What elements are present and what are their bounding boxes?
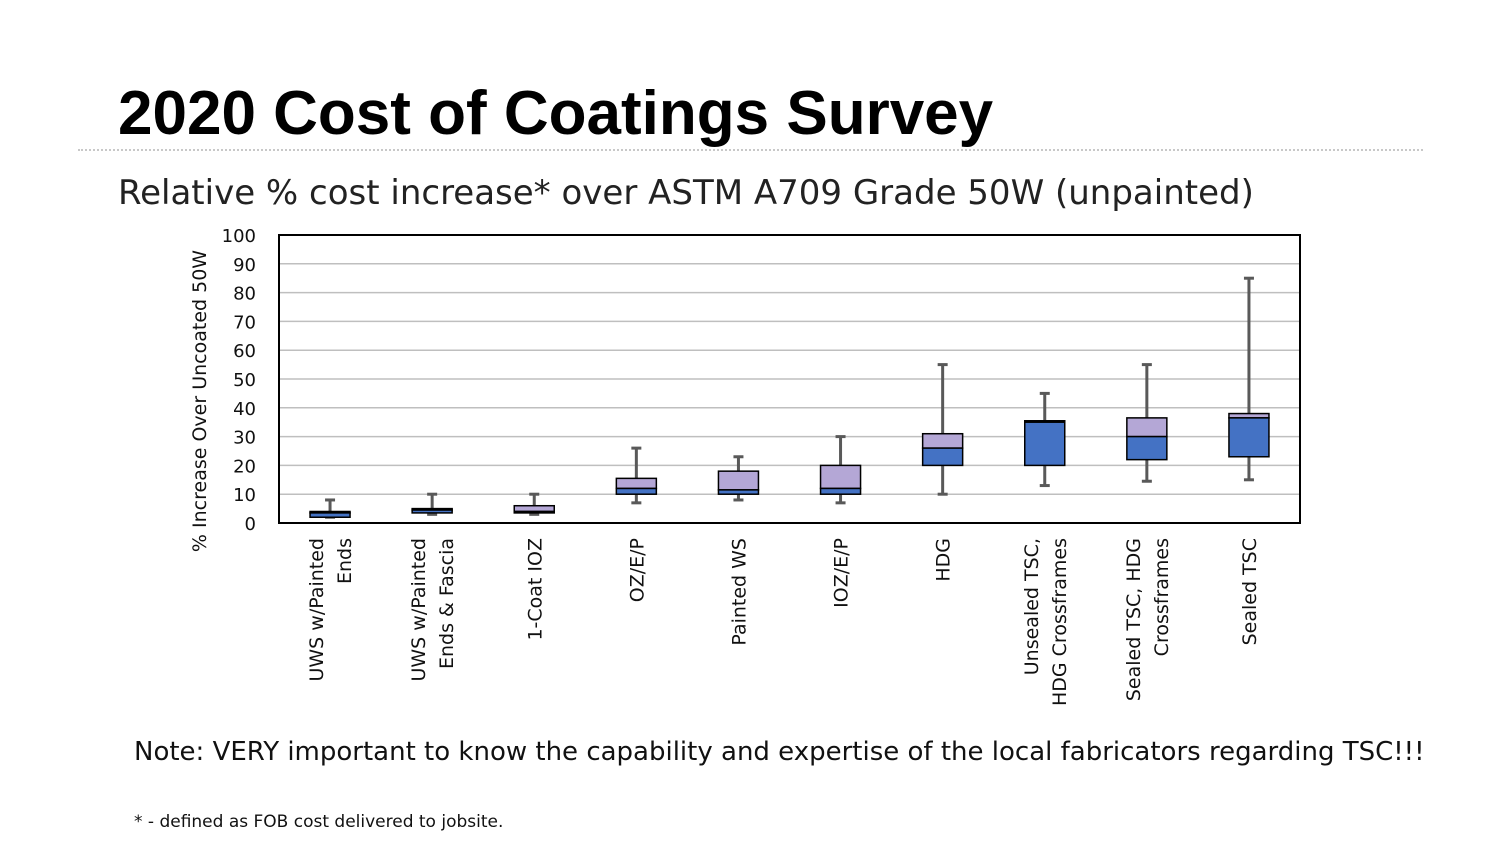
y-tick-label-10: 10: [233, 485, 256, 506]
category-label-8-1: Crossframes: [1151, 538, 1173, 656]
slide-title: 2020 Cost of Coatings Survey: [118, 79, 994, 148]
y-tick-label-60: 60: [233, 341, 256, 362]
y-tick-label-0: 0: [245, 514, 256, 535]
upper-box: [717, 470, 760, 491]
upper-box: [615, 477, 658, 490]
lower-box: [1126, 435, 1168, 461]
y-tick-label-100: 100: [222, 226, 256, 247]
box-group-1: [411, 492, 453, 516]
title-divider: [78, 149, 1423, 151]
box-group-8: [1126, 363, 1168, 483]
lower-box: [309, 512, 351, 518]
upper-box: [513, 504, 555, 513]
box-group-7: [1024, 391, 1066, 488]
slide-subtitle: Relative % cost increase* over ASTM A709…: [118, 173, 1254, 213]
upper-box: [819, 464, 862, 490]
category-label-7-0: Unsealed TSC,: [1021, 538, 1043, 675]
footnote-text: * - defined as FOB cost delivered to job…: [134, 812, 504, 832]
category-label-2-0: 1-Coat IOZ: [524, 538, 546, 641]
box-group-5: [819, 435, 862, 505]
box-group-3: [615, 446, 658, 505]
box-group-0: [309, 498, 351, 519]
category-label-1-0: UWS w/Painted: [408, 538, 430, 682]
lower-box: [819, 487, 862, 495]
lower-box: [1228, 417, 1270, 458]
x-axis-categories: UWS w/Painted Ends UWS w/Painted Ends & Fas…: [306, 538, 1261, 706]
category-label-9-0: Sealed TSC: [1239, 538, 1261, 645]
upper-box: [921, 432, 964, 449]
box-group-4: [717, 455, 760, 502]
y-tick-label-70: 70: [233, 312, 256, 333]
category-label-5-0: IOZ/E/P: [831, 538, 853, 608]
lower-box: [615, 487, 658, 495]
category-label-3-0: OZ/E/P: [626, 538, 648, 602]
category-label-1-1: Ends & Fascia: [436, 538, 458, 669]
y-tick-label-40: 40: [233, 399, 256, 420]
y-tick-label-30: 30: [233, 428, 256, 449]
box-group-6: [921, 363, 964, 496]
y-axis-ticks: 0 10 20 30 40 50 60 70 80 90 100: [222, 226, 256, 535]
box-plots: [309, 276, 1270, 519]
category-label-8-0: Sealed TSC, HDG: [1123, 538, 1145, 701]
category-label-6-0: HDG: [933, 538, 955, 582]
y-tick-label-50: 50: [233, 370, 256, 391]
upper-box: [1126, 417, 1168, 438]
category-label-0-1: Ends: [334, 538, 356, 584]
category-label-7-1: HDG Crossframes: [1049, 538, 1071, 706]
grid-lines: [279, 263, 1300, 495]
y-tick-label-20: 20: [233, 456, 256, 477]
lower-box: [921, 447, 964, 467]
box-group-9: [1228, 276, 1270, 482]
lower-box: [1024, 421, 1066, 467]
y-tick-label-80: 80: [233, 284, 256, 305]
category-label-4-0: Painted WS: [728, 538, 750, 646]
y-tick-label-90: 90: [233, 255, 256, 276]
plot-area-frame: [278, 234, 1301, 524]
note-text: Note: VERY important to know the capabil…: [134, 737, 1425, 767]
box-group-2: [513, 492, 555, 516]
lower-box: [513, 510, 555, 514]
y-axis-label: % Increase Over Uncoated 50W: [189, 250, 211, 552]
category-label-0-0: UWS w/Painted: [306, 538, 328, 682]
lower-box: [411, 509, 453, 514]
lower-box: [717, 489, 760, 495]
